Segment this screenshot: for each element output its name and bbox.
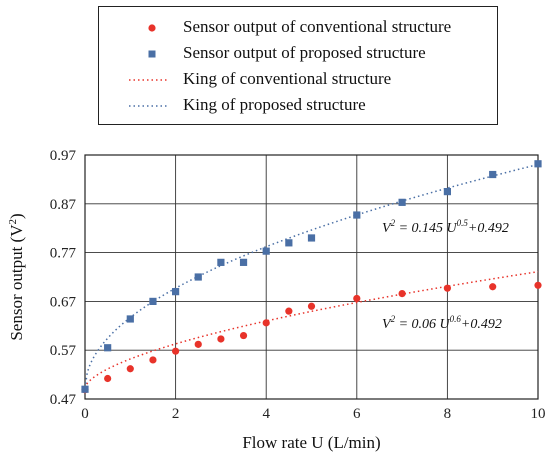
fit-curve-0: [84, 270, 539, 389]
data-point-proposed: [262, 247, 270, 255]
data-point-conventional: [285, 307, 293, 315]
y-tick-label: 0.77: [50, 246, 77, 262]
y-tick-label: 0.67: [50, 294, 77, 310]
x-tick-label: 8: [444, 406, 452, 422]
y-tick-labels: 0.47 0.57 0.67 0.77 0.87 0.97: [50, 148, 77, 408]
data-point-proposed: [149, 297, 157, 305]
equation-conventional: V2 = 0.06 U0.6+0.492: [382, 314, 502, 332]
y-tick-label: 0.57: [50, 343, 77, 359]
data-point-proposed: [172, 288, 180, 296]
y-tick-label: 0.87: [50, 197, 77, 213]
data-point-conventional: [534, 281, 542, 289]
x-tick-label: 4: [262, 406, 270, 422]
red-dotted-line-icon: [129, 79, 169, 81]
legend: Sensor output of conventional structure …: [98, 6, 498, 125]
data-point-proposed: [443, 188, 451, 196]
data-point-proposed: [398, 198, 406, 206]
data-point-conventional: [194, 340, 202, 348]
data-point-conventional: [239, 331, 248, 340]
fit-curve-1: [84, 163, 539, 389]
data-point-conventional: [217, 335, 225, 343]
x-tick-label: 6: [353, 406, 361, 422]
data-point-proposed: [353, 211, 361, 219]
legend-label: Sensor output of proposed structure: [183, 43, 426, 62]
red-circle-marker-icon: [148, 24, 156, 32]
x-tick-label: 10: [531, 406, 546, 422]
y-tick-label: 0.97: [50, 148, 77, 164]
data-point-proposed: [239, 258, 248, 266]
y-axis-label: Sensor output (V2): [7, 213, 26, 340]
data-point-proposed: [126, 315, 134, 323]
data-point-proposed: [104, 344, 112, 352]
data-point-conventional: [172, 347, 180, 355]
data-point-conventional: [443, 284, 451, 292]
legend-label: King of conventional structure: [183, 69, 392, 88]
data-point-conventional: [398, 289, 406, 298]
legend-label: Sensor output of conventional structure: [183, 17, 452, 36]
data-point-proposed: [489, 170, 497, 179]
data-point-proposed: [217, 258, 225, 266]
equation-proposed: V2 = 0.145 U0.5+0.492: [382, 218, 509, 236]
data-point-conventional: [262, 319, 270, 327]
data-point-conventional: [104, 374, 112, 383]
data-point-proposed: [194, 273, 202, 281]
data-points: [81, 160, 542, 394]
fit-curves: [84, 163, 539, 389]
x-tick-label: 0: [81, 406, 89, 422]
legend-label: King of proposed structure: [183, 95, 366, 114]
blue-square-marker-icon: [148, 50, 156, 58]
data-point-conventional: [489, 283, 497, 291]
blue-dotted-line-icon: [129, 105, 169, 107]
data-point-proposed: [285, 239, 293, 247]
x-tick-labels: 0 2 4 6 8 10: [81, 406, 545, 422]
data-point-conventional: [149, 356, 157, 364]
data-point-conventional: [126, 365, 134, 373]
fit-equations: V2 = 0.145 U0.5+0.492 V2 = 0.06 U0.6+0.49…: [382, 218, 509, 332]
plot-frame: [84, 154, 539, 400]
data-point-proposed: [81, 385, 89, 393]
data-point-conventional: [307, 302, 316, 310]
x-axis-label: Flow rate U (L/min): [242, 433, 380, 452]
data-point-conventional: [353, 294, 361, 303]
x-tick-label: 2: [172, 406, 180, 422]
data-point-proposed: [307, 234, 316, 242]
data-point-proposed: [534, 160, 542, 168]
y-tick-label: 0.47: [50, 392, 77, 408]
